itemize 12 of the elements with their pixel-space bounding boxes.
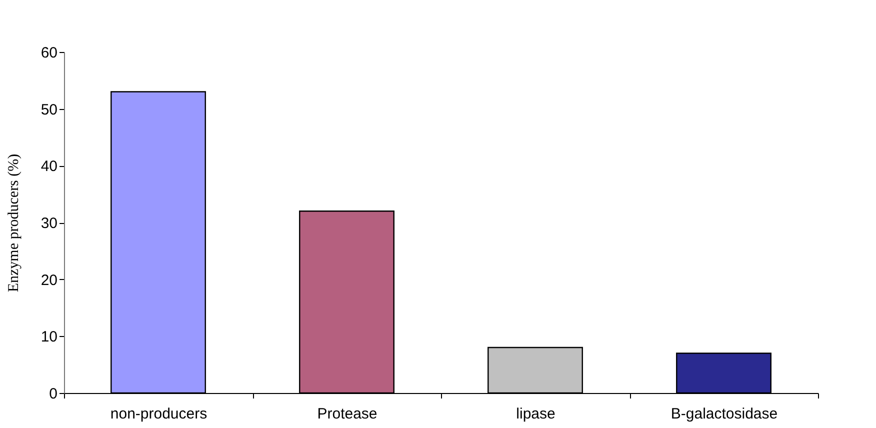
x-tick-label: non-producers	[110, 406, 208, 422]
x-tick-label: lipase	[516, 406, 556, 422]
y-tick-label: 0	[49, 386, 58, 402]
y-tick-label: 10	[40, 328, 58, 346]
x-tick-label: Protease	[317, 406, 378, 422]
y-tick-label: 60	[40, 44, 58, 62]
y-axis-title: Enzyme producers (%)	[6, 154, 22, 292]
y-tick-label: 50	[40, 101, 58, 118]
x-tick-label: B-galactosidase	[670, 406, 778, 422]
y-tick-label: 30	[40, 215, 58, 232]
y-tick-label: 40	[40, 158, 58, 176]
y-tick-label: 20	[40, 272, 58, 289]
